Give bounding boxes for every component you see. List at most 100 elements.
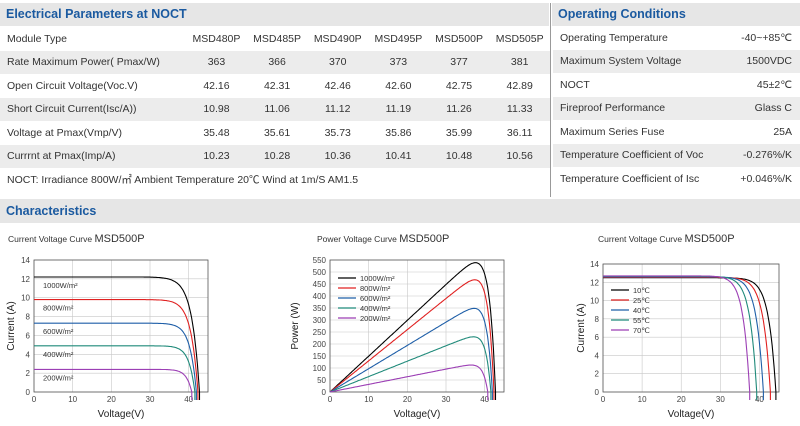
chart2-title: Power Voltage Curve MSD500P	[317, 233, 450, 245]
cell-value: 42.16	[203, 79, 230, 92]
series-line	[329, 364, 489, 400]
series-line	[34, 276, 201, 400]
series-label: 800W/m²	[43, 304, 74, 313]
y-tick-label: 50	[317, 376, 326, 385]
cell-value: 11.06	[246, 97, 308, 121]
cell-value: 11.26	[428, 97, 490, 121]
legend-label: 40℃	[633, 306, 650, 315]
op-label: NOCT	[560, 78, 590, 91]
model-name: MSD480P	[192, 32, 241, 45]
cell-value: 10.48	[428, 144, 490, 168]
characteristics-section-header: Characteristics	[0, 199, 800, 223]
op-label: Temperature Coefficient of Isc	[560, 172, 700, 185]
op-value: -0.276%/K	[714, 143, 800, 167]
op-value: Glass C	[714, 96, 800, 120]
cell-value: 363	[186, 50, 247, 74]
op-value: +0.046%/K	[740, 172, 792, 185]
pv-curve-irradiance-chart: 0 50 100 150 200 250 300 350 400 450 500 550 0 10 20 30…	[290, 256, 505, 420]
table-row: Short Circuit Current(Isc/A)) 10.98 11.06 1…	[0, 97, 550, 121]
row-label: Voltage at Pmax(Vmp/V)	[7, 126, 122, 139]
y-tick-label: 6	[26, 331, 31, 340]
x-tick-label: 0	[601, 395, 606, 404]
cell-value: 370	[307, 50, 369, 74]
y-tick-label: 550	[313, 256, 327, 265]
series-line	[329, 307, 493, 400]
y-tick-label: 450	[313, 280, 327, 289]
row-label: Rate Maximum Power( Pmax/W)	[0, 50, 187, 74]
legend-label: 25℃	[633, 296, 650, 305]
y-tick-label: 100	[313, 364, 327, 373]
y-axis-label: Current (A)	[576, 303, 587, 352]
series-label: 400W/m²	[43, 350, 74, 359]
y-tick-label: 2	[595, 370, 600, 379]
table-row: Rate Maximum Power( Pmax/W) 363 366 370 373 3…	[0, 50, 550, 74]
x-tick-label: 20	[677, 395, 686, 404]
electrical-parameters-table: Module Type MSD480P MSD485P MSD490P MSD495P M…	[0, 27, 550, 192]
y-tick-label: 4	[26, 350, 31, 359]
cell-value: 35.73	[324, 126, 351, 139]
x-tick-label: 20	[107, 395, 116, 404]
iv-curve-irradiance-chart: 0 2 4 6 8 10 12 14 0 10 20 30 40 1000W/m² 800W/m² 600W/…	[6, 256, 209, 420]
table-header-row: Module Type MSD480P MSD485P MSD490P MSD495P M…	[0, 27, 550, 51]
cell-value: 36.11	[506, 126, 533, 139]
op-label: Temperature Coefficient of Voc	[553, 143, 715, 167]
x-axis-label: Voltage(V)	[98, 409, 145, 420]
x-tick-label: 40	[755, 395, 764, 404]
y-tick-label: 200	[313, 340, 327, 349]
y-tick-label: 2	[26, 369, 31, 378]
y-tick-label: 10	[21, 294, 30, 303]
op-row: Maximum System Voltage 1500VDC	[553, 49, 800, 73]
series-line	[34, 368, 193, 400]
legend-label: 800W/m²	[360, 284, 391, 293]
cell-value: 42.75	[445, 79, 473, 92]
series-label: 600W/m²	[43, 327, 74, 336]
y-tick-label: 300	[313, 316, 327, 325]
cell-value: 10.36	[307, 144, 369, 168]
model-name: MSD505P	[495, 32, 544, 45]
op-value: -40~+85℃	[741, 31, 792, 44]
x-tick-label: 10	[638, 395, 647, 404]
x-axis-label: Voltage(V)	[668, 409, 715, 420]
table-row: Voltage at Pmax(Vmp/V) 35.48 35.61 35.73 35.…	[0, 121, 550, 145]
noct-note: NOCT: Irradiance 800W/㎡ Ambient Temperat…	[7, 174, 359, 187]
plot-frame	[329, 259, 505, 393]
op-row: Temperature Coefficient of Isc +0.046%/K	[553, 167, 800, 191]
y-tick-label: 150	[313, 352, 327, 361]
series-line	[603, 275, 758, 400]
series-line	[34, 299, 199, 400]
op-label: Operating Temperature	[560, 31, 668, 44]
x-tick-label: 0	[328, 395, 333, 404]
y-tick-label: 10	[590, 297, 599, 306]
table-row: Currrnt at Pmax(Imp/A) 10.23 10.28 10.36 10.…	[0, 144, 550, 168]
cell-value: 10.23	[186, 144, 247, 168]
table-row: Open Circuit Voltage(Voc.V) 42.16 42.31 42.…	[0, 74, 550, 98]
cell-value: 35.99	[445, 126, 473, 139]
cell-value: 42.31	[263, 79, 291, 92]
legend-label: 70℃	[633, 326, 650, 335]
cell-value: 366	[246, 50, 308, 74]
op-row: NOCT 45±2℃	[553, 73, 800, 97]
y-tick-label: 4	[595, 351, 600, 360]
y-tick-label: 8	[26, 313, 31, 322]
y-tick-label: 8	[595, 315, 600, 324]
cell-value: 11.33	[489, 97, 550, 121]
series-label: 1000W/m²	[43, 281, 78, 290]
x-tick-label: 10	[68, 395, 77, 404]
y-tick-label: 12	[21, 275, 30, 284]
operating-section-header: Operating Conditions	[552, 3, 800, 26]
cell-value: 10.28	[246, 144, 308, 168]
cell-value: 42.89	[506, 79, 533, 92]
iv-curve-temperature-chart: 0 2 4 6 8 10 12 14 0 10 20 30 40 10℃25℃40℃55℃70℃ Volta…	[576, 260, 780, 420]
cell-value: 11.12	[307, 97, 369, 121]
y-tick-label: 250	[313, 328, 327, 337]
y-tick-label: 14	[21, 256, 30, 265]
y-tick-label: 350	[313, 304, 327, 313]
y-tick-label: 0	[26, 388, 31, 397]
x-tick-label: 30	[716, 395, 725, 404]
row-label: Currrnt at Pmax(Imp/A)	[0, 144, 187, 168]
y-tick-label: 14	[590, 260, 599, 269]
cell-value: 377	[428, 50, 490, 74]
op-value: 25A	[773, 125, 792, 138]
plot-frame	[33, 259, 209, 393]
section-divider	[550, 3, 551, 197]
